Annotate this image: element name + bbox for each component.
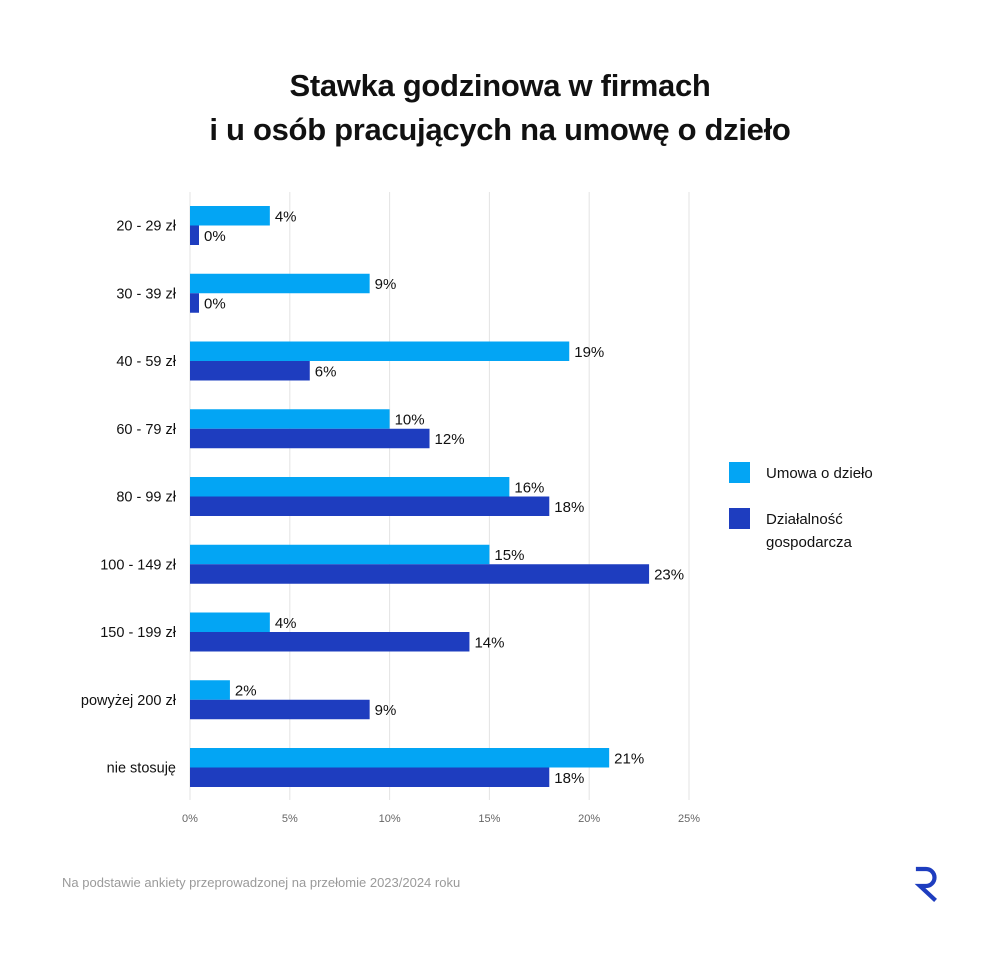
category-label: 30 - 39 zł bbox=[116, 286, 176, 302]
legend-swatch-umowa bbox=[729, 462, 750, 483]
footnote: Na podstawie ankiety przeprowadzonej na … bbox=[62, 875, 461, 890]
value-label: 10% bbox=[395, 412, 425, 429]
value-label: 0% bbox=[204, 228, 226, 245]
x-tick-label: 0% bbox=[182, 813, 198, 825]
bar bbox=[190, 767, 550, 787]
category-label: 20 - 29 zł bbox=[116, 219, 176, 235]
value-label: 6% bbox=[315, 363, 337, 380]
category-label: 100 - 149 zł bbox=[100, 557, 177, 573]
bar bbox=[190, 748, 610, 768]
category-label: nie stosuję bbox=[107, 761, 176, 777]
category-label: powyżej 200 zł bbox=[81, 693, 177, 709]
bar bbox=[190, 293, 199, 313]
bar bbox=[190, 477, 510, 497]
bar bbox=[190, 632, 470, 652]
bar bbox=[190, 273, 370, 294]
legend-label-umowa: Umowa o dzieło bbox=[766, 465, 873, 482]
bar bbox=[190, 361, 310, 381]
chart-title-line-1: Stawka godzinowa w firmach bbox=[289, 68, 711, 103]
legend-label-dzialalnosc: Działalność gospodarcza bbox=[766, 511, 852, 551]
value-label: 23% bbox=[654, 567, 684, 584]
value-label: 16% bbox=[514, 479, 544, 496]
value-label: 9% bbox=[375, 276, 397, 293]
x-tick-label: 25% bbox=[678, 813, 700, 825]
bar bbox=[190, 409, 390, 429]
legend-swatch-dzialalnosc bbox=[729, 508, 750, 529]
bar bbox=[190, 225, 199, 245]
category-label: 60 - 79 zł bbox=[116, 422, 176, 438]
value-label: 15% bbox=[494, 547, 524, 564]
bar bbox=[190, 428, 430, 449]
value-label: 0% bbox=[204, 296, 226, 313]
value-label: 19% bbox=[574, 344, 604, 361]
x-tick-label: 15% bbox=[478, 813, 500, 825]
bar bbox=[190, 680, 230, 700]
bar bbox=[190, 612, 270, 632]
category-label: 80 - 99 zł bbox=[116, 490, 176, 506]
bar bbox=[190, 699, 370, 720]
chart-title: Stawka godzinowa w firmach i u osób prac… bbox=[0, 64, 1000, 152]
bar bbox=[190, 206, 270, 226]
value-label: 21% bbox=[614, 750, 644, 767]
legend-item-umowa: Umowa o dzieło bbox=[729, 462, 881, 485]
category-label: 40 - 59 zł bbox=[116, 354, 176, 370]
value-label: 18% bbox=[554, 770, 584, 787]
bar bbox=[190, 544, 490, 565]
bar bbox=[190, 496, 550, 516]
x-tick-label: 20% bbox=[578, 813, 600, 825]
value-label: 2% bbox=[235, 683, 257, 700]
value-label: 12% bbox=[435, 431, 465, 448]
x-tick-label: 5% bbox=[282, 813, 298, 825]
legend-item-dzialalnosc: Działalność gospodarcza bbox=[729, 508, 881, 554]
bar bbox=[190, 564, 650, 584]
r-brand-logo-icon bbox=[914, 866, 937, 902]
bar bbox=[190, 341, 570, 361]
value-label: 9% bbox=[375, 702, 397, 719]
chart-title-line-2: i u osób pracujących na umowę o dzieło bbox=[209, 112, 791, 147]
value-label: 18% bbox=[554, 499, 584, 516]
x-tick-label: 10% bbox=[379, 813, 401, 825]
value-label: 14% bbox=[474, 634, 504, 651]
value-label: 4% bbox=[275, 615, 297, 632]
category-label: 150 - 199 zł bbox=[100, 625, 177, 641]
value-label: 4% bbox=[275, 208, 297, 225]
